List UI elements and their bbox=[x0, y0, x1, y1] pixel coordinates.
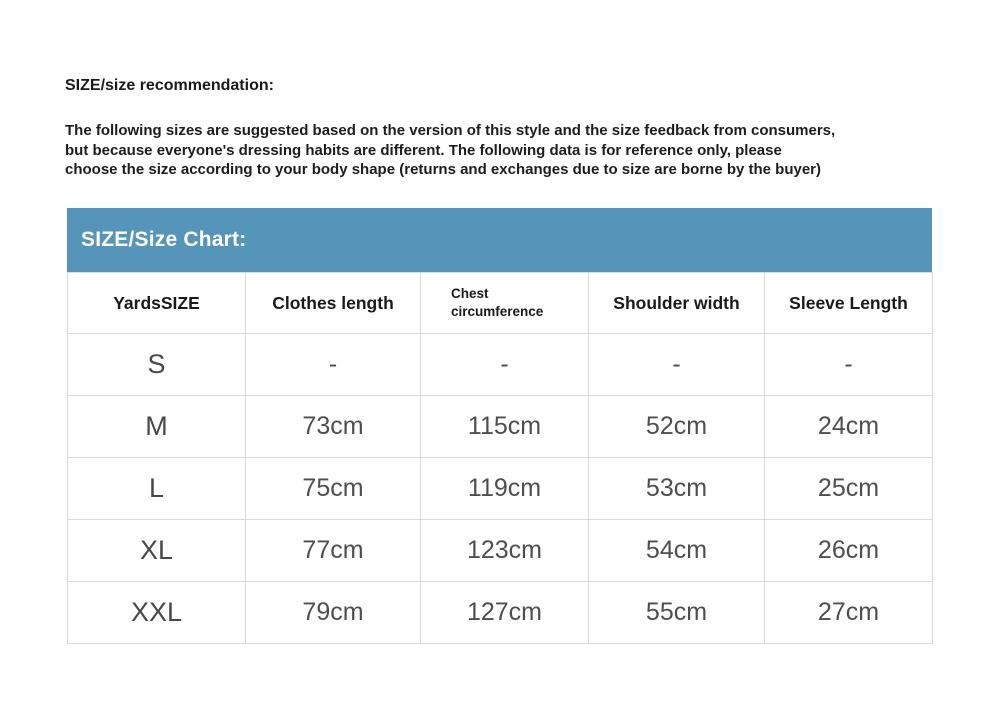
size-label-cell: S bbox=[67, 333, 246, 396]
value-cell: 24cm bbox=[764, 395, 933, 458]
value-cell: - bbox=[245, 333, 421, 396]
column-header-sleeve-length: Sleeve Length bbox=[764, 272, 933, 334]
size-recommendation-text: The following sizes are suggested based … bbox=[65, 122, 836, 178]
value-cell: 25cm bbox=[764, 457, 933, 520]
value-cell: 79cm bbox=[245, 581, 421, 644]
table-row-s: S---- bbox=[67, 333, 933, 396]
value-cell: 119cm bbox=[420, 457, 589, 520]
size-recommendation-heading: SIZE/size recommendation: bbox=[65, 77, 274, 94]
column-header-yardssize: YardsSIZE bbox=[67, 272, 246, 334]
value-cell: 73cm bbox=[245, 395, 421, 458]
value-cell: 27cm bbox=[764, 581, 933, 644]
value-cell: - bbox=[764, 333, 933, 396]
size-chart-section: SIZE/Size Chart: YardsSIZE Clothes length… bbox=[67, 208, 933, 644]
column-header-shoulder-width: Shoulder width bbox=[588, 272, 765, 334]
value-cell: - bbox=[588, 333, 765, 396]
table-head: YardsSIZE Clothes length Chest circumferen… bbox=[67, 272, 933, 334]
table-row-l: L 75cm 119cm 53cm 25cm bbox=[67, 457, 933, 520]
value-cell: 127cm bbox=[420, 581, 589, 644]
value-cell: 26cm bbox=[764, 519, 933, 582]
value-cell: 53cm bbox=[588, 457, 765, 520]
column-header-label: Chest circumference bbox=[451, 286, 544, 319]
size-label-cell: M bbox=[67, 395, 246, 458]
table-header-row: YardsSIZE Clothes length Chest circumferen… bbox=[67, 272, 933, 334]
size-chart-title: SIZE/Size Chart: bbox=[81, 228, 247, 251]
size-chart-table: YardsSIZE Clothes length Chest circumferen… bbox=[67, 272, 933, 644]
table-row-m: M 73cm 115cm 52cm 24cm bbox=[67, 395, 933, 458]
value-cell: 52cm bbox=[588, 395, 765, 458]
size-label-cell: L bbox=[67, 457, 246, 520]
size-chart-title-bar: SIZE/Size Chart: bbox=[67, 208, 932, 272]
column-header-chest-circumference: Chest circumference bbox=[420, 272, 589, 334]
value-cell: 77cm bbox=[245, 519, 421, 582]
size-label-cell: XL bbox=[67, 519, 246, 582]
size-label-cell: XXL bbox=[67, 581, 246, 644]
table-row-xl: XL 77cm 123cm 54cm 26cm bbox=[67, 519, 933, 582]
value-cell: 54cm bbox=[588, 519, 765, 582]
table-row-xxl: XXL 79cm 127cm 55cm 27cm bbox=[67, 581, 933, 644]
table-body: S - - - - M 73cm 115cm 52cm 24cm L 75cm 119cm 53cm 25c… bbox=[67, 333, 933, 644]
column-header-clothes-length: Clothes length bbox=[245, 272, 421, 334]
value-cell: 123cm bbox=[420, 519, 589, 582]
value-cell: 55cm bbox=[588, 581, 765, 644]
value-cell: 115cm bbox=[420, 395, 589, 458]
value-cell: 75cm bbox=[245, 457, 421, 520]
value-cell: - bbox=[420, 333, 589, 396]
